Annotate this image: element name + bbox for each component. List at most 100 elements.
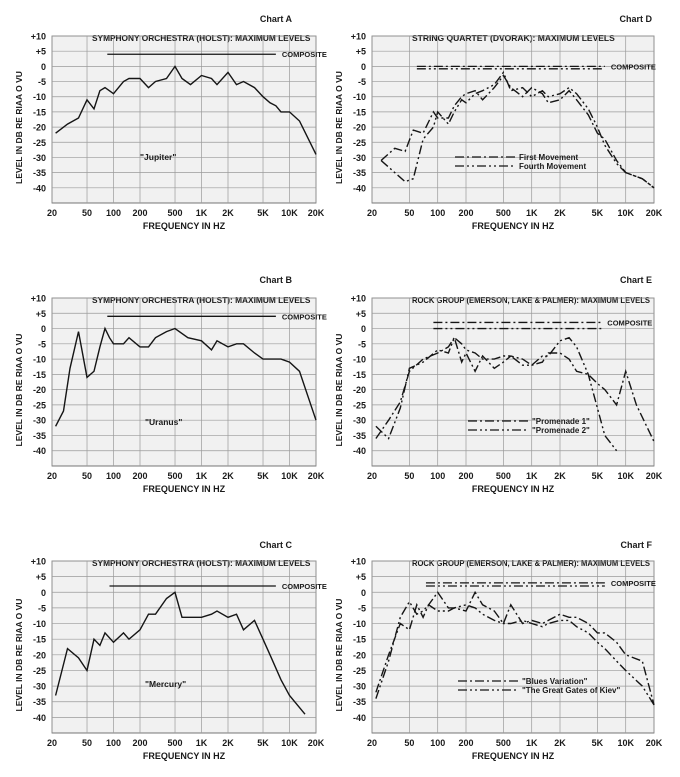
composite-label: COMPOSITE <box>611 62 656 71</box>
y-tick-label: 0 <box>41 324 46 334</box>
chart-title: ROCK GROUP (EMERSON, LAKE & PALMER): MAX… <box>412 559 650 568</box>
plot-area <box>371 560 655 734</box>
series-line <box>55 65 317 155</box>
x-tick-label: 5K <box>592 471 604 481</box>
y-tick-label: -40 <box>33 713 46 723</box>
series-label: "Jupiter" <box>140 152 176 162</box>
chart-label: Chart C <box>259 540 292 550</box>
x-axis-label: FREQUENCY IN HZ <box>143 751 226 761</box>
y-tick-label: -35 <box>33 431 46 441</box>
x-tick-label: 500 <box>496 738 511 748</box>
x-tick-label: 20 <box>367 471 377 481</box>
y-tick-label: -35 <box>33 168 46 178</box>
series-line <box>54 591 306 715</box>
x-tick-label: 50 <box>404 208 414 218</box>
x-tick-label: 100 <box>430 208 445 218</box>
y-tick-label: -5 <box>358 77 366 87</box>
x-tick-label: 10K <box>617 738 634 748</box>
y-tick-label: +10 <box>31 294 46 304</box>
y-tick-label: -40 <box>353 183 366 193</box>
x-tick-label: 500 <box>168 738 183 748</box>
composite-label: COMPOSITE <box>607 318 652 327</box>
y-tick-label: -25 <box>353 138 366 148</box>
chart-label: Chart E <box>620 275 652 285</box>
x-tick-label: 2K <box>554 738 566 748</box>
x-tick-label: 200 <box>132 738 147 748</box>
chart-panel-4: Chart E ROCK GROUP (EMERSON, LAKE & PALME… <box>334 275 663 494</box>
x-tick-label: 500 <box>168 208 183 218</box>
composite-label: COMPOSITE <box>282 312 327 321</box>
x-tick-label: 100 <box>430 471 445 481</box>
y-tick-label: -30 <box>353 682 366 692</box>
legend-entry: "The Great Gates of Kiev" <box>522 686 620 695</box>
x-tick-label: 5K <box>257 471 269 481</box>
y-tick-label: +5 <box>36 572 46 582</box>
y-tick-label: -40 <box>33 183 46 193</box>
y-tick-label: -30 <box>33 416 46 426</box>
y-axis-label: LEVEL IN DB RE RIAA O VU <box>14 599 24 712</box>
x-tick-label: 500 <box>496 208 511 218</box>
x-tick-label: 2K <box>222 738 234 748</box>
x-tick-label: 1K <box>526 208 538 218</box>
composite-label: COMPOSITE <box>282 50 327 59</box>
x-tick-label: 20K <box>308 471 325 481</box>
y-tick-label: -15 <box>353 370 366 380</box>
y-tick-label: -5 <box>358 603 366 613</box>
x-axis-label: FREQUENCY IN HZ <box>472 221 555 231</box>
y-tick-label: -5 <box>358 339 366 349</box>
x-tick-label: 50 <box>82 471 92 481</box>
y-axis-label: LEVEL IN DB RE RIAA O VU <box>334 334 344 447</box>
y-tick-label: -15 <box>33 635 46 645</box>
x-tick-label: 200 <box>132 208 147 218</box>
y-tick-label: -10 <box>353 355 366 365</box>
x-tick-label: 1K <box>526 471 538 481</box>
y-tick-label: +5 <box>36 309 46 319</box>
x-tick-label: 20 <box>47 738 57 748</box>
x-tick-label: 10K <box>617 208 634 218</box>
x-tick-label: 200 <box>132 471 147 481</box>
chart-label: Chart A <box>260 14 293 24</box>
x-tick-label: 2K <box>554 471 566 481</box>
y-tick-label: -20 <box>33 650 46 660</box>
x-tick-label: 50 <box>404 738 414 748</box>
x-axis-label: FREQUENCY IN HZ <box>472 484 555 494</box>
x-tick-label: 50 <box>82 208 92 218</box>
x-axis-label: FREQUENCY IN HZ <box>472 751 555 761</box>
x-tick-label: 20 <box>47 471 57 481</box>
plot-area <box>51 560 317 734</box>
y-tick-label: -35 <box>353 697 366 707</box>
x-tick-label: 10K <box>281 471 298 481</box>
y-tick-label: -40 <box>33 446 46 456</box>
series-line <box>375 336 655 442</box>
y-tick-label: 0 <box>361 62 366 72</box>
y-tick-label: +5 <box>356 309 366 319</box>
y-tick-label: -15 <box>33 107 46 117</box>
y-tick-label: -15 <box>353 635 366 645</box>
x-tick-label: 500 <box>496 471 511 481</box>
y-axis-label: LEVEL IN DB RE RIAA O VU <box>14 334 24 447</box>
y-tick-label: -35 <box>33 697 46 707</box>
y-tick-label: +10 <box>31 32 46 42</box>
composite-label: COMPOSITE <box>282 582 327 591</box>
y-tick-label: +5 <box>36 47 46 57</box>
series-line <box>375 336 618 452</box>
chart-label: Chart D <box>619 14 652 24</box>
y-tick-label: +10 <box>351 32 366 42</box>
x-tick-label: 5K <box>592 738 604 748</box>
y-tick-label: -30 <box>33 153 46 163</box>
x-tick-label: 1K <box>196 738 208 748</box>
series-line <box>54 326 317 427</box>
x-tick-label: 20K <box>646 471 663 481</box>
x-tick-label: 20 <box>367 738 377 748</box>
y-axis-label: LEVEL IN DB RE RIAA O VU <box>334 71 344 184</box>
y-tick-label: -25 <box>33 138 46 148</box>
chart-title: STRING QUARTET (DVORAK): MAXIMUM LEVELS <box>412 34 615 43</box>
x-axis-label: FREQUENCY IN HZ <box>143 484 226 494</box>
plot-area <box>371 35 655 204</box>
y-tick-label: -10 <box>33 619 46 629</box>
x-tick-label: 100 <box>106 471 121 481</box>
series-label: "Uranus" <box>145 417 182 427</box>
